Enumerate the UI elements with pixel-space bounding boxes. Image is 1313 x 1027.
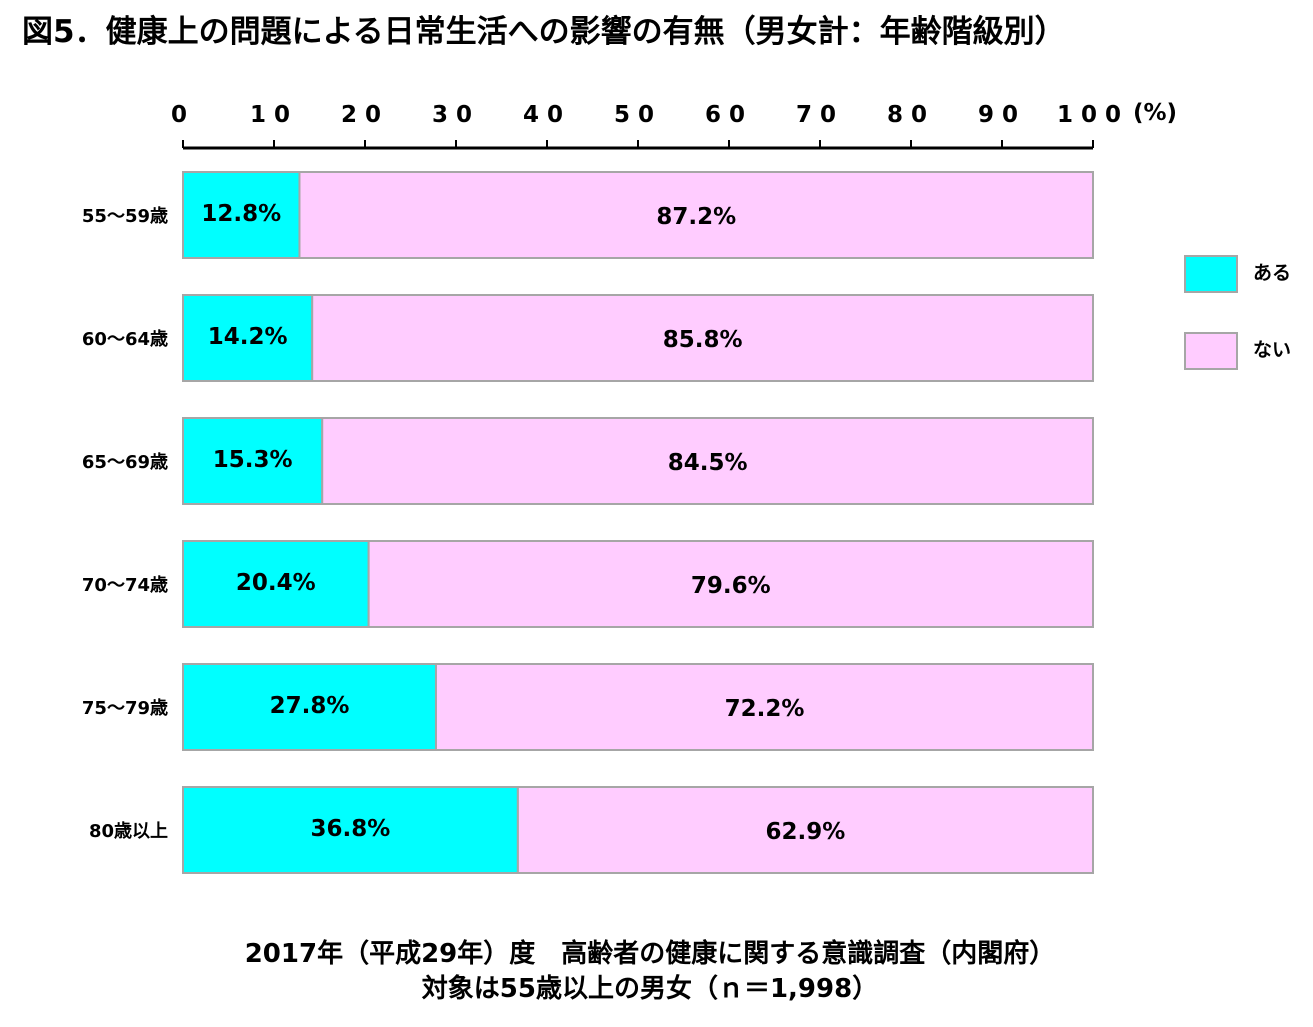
category-label: 65〜69歳 [82,452,168,473]
category-label: 75〜79歳 [82,698,168,719]
data-label: 79.6% [691,573,771,599]
bar-nai [516,786,1094,874]
bar-aru [182,663,437,751]
category-label: 70〜74歳 [82,575,168,596]
data-label: 14.2% [208,324,288,350]
data-label: 12.8% [201,201,281,227]
bar-nai [311,294,1095,382]
x-tick-label: 20 [341,102,389,128]
data-label: 87.2% [656,204,736,230]
x-tick-label: 50 [614,102,662,128]
category-label: 60〜64歳 [82,329,168,350]
source-line-1: 2017年（平成29年）度 高齢者の健康に関する意識調査（内閣府） [245,938,1056,969]
bar-aru [182,540,370,628]
data-label: 20.4% [236,570,316,596]
source-line-2: 対象は55歳以上の男女（ｎ＝1,998） [422,973,878,1004]
x-tick-label: 30 [432,102,480,128]
legend-label: ある [1253,262,1291,284]
data-label: 15.3% [213,447,293,473]
legend-swatch [1184,332,1238,370]
x-tick-label: 80 [887,102,935,128]
x-tick-label: 0 [171,102,195,128]
x-tick-label: 90 [978,102,1026,128]
x-tick-label: 40 [523,102,571,128]
data-label: 72.2% [725,696,805,722]
data-label: 62.9% [766,819,846,845]
data-label: 36.8% [311,816,391,842]
data-label: 27.8% [270,693,350,719]
bar-aru [182,171,301,259]
x-tick-label: 10 [250,102,298,128]
x-tick-label: 100 [1057,102,1129,128]
bars: 55〜59歳 12.8% 87.2% 60〜64歳 14.2% 85.8% 65〜69歳 15… [82,171,1095,874]
legend-label: ない [1253,339,1291,361]
bar-nai [321,417,1095,505]
data-label: 84.5% [668,450,748,476]
bar-nai [298,171,1095,259]
x-axis-unit: (%) [1133,100,1177,126]
bar-nai [434,663,1095,751]
bar-nai [367,540,1094,628]
x-axis: 0 10 20 30 40 50 60 70 80 90 100 (%) [171,100,1177,150]
data-label: 85.8% [663,327,743,353]
bar-aru [182,786,519,874]
legend-swatch [1184,255,1238,293]
x-tick-label: 60 [705,102,753,128]
bar-aru [182,417,324,505]
x-tick-label: 70 [796,102,844,128]
bar-aru [182,294,314,382]
category-label: 55〜59歳 [82,206,168,227]
category-label: 80歳以上 [89,821,168,842]
chart-title: 図5．健康上の問題による日常生活への影響の有無（男女計：年齢階級別） [22,14,1066,50]
